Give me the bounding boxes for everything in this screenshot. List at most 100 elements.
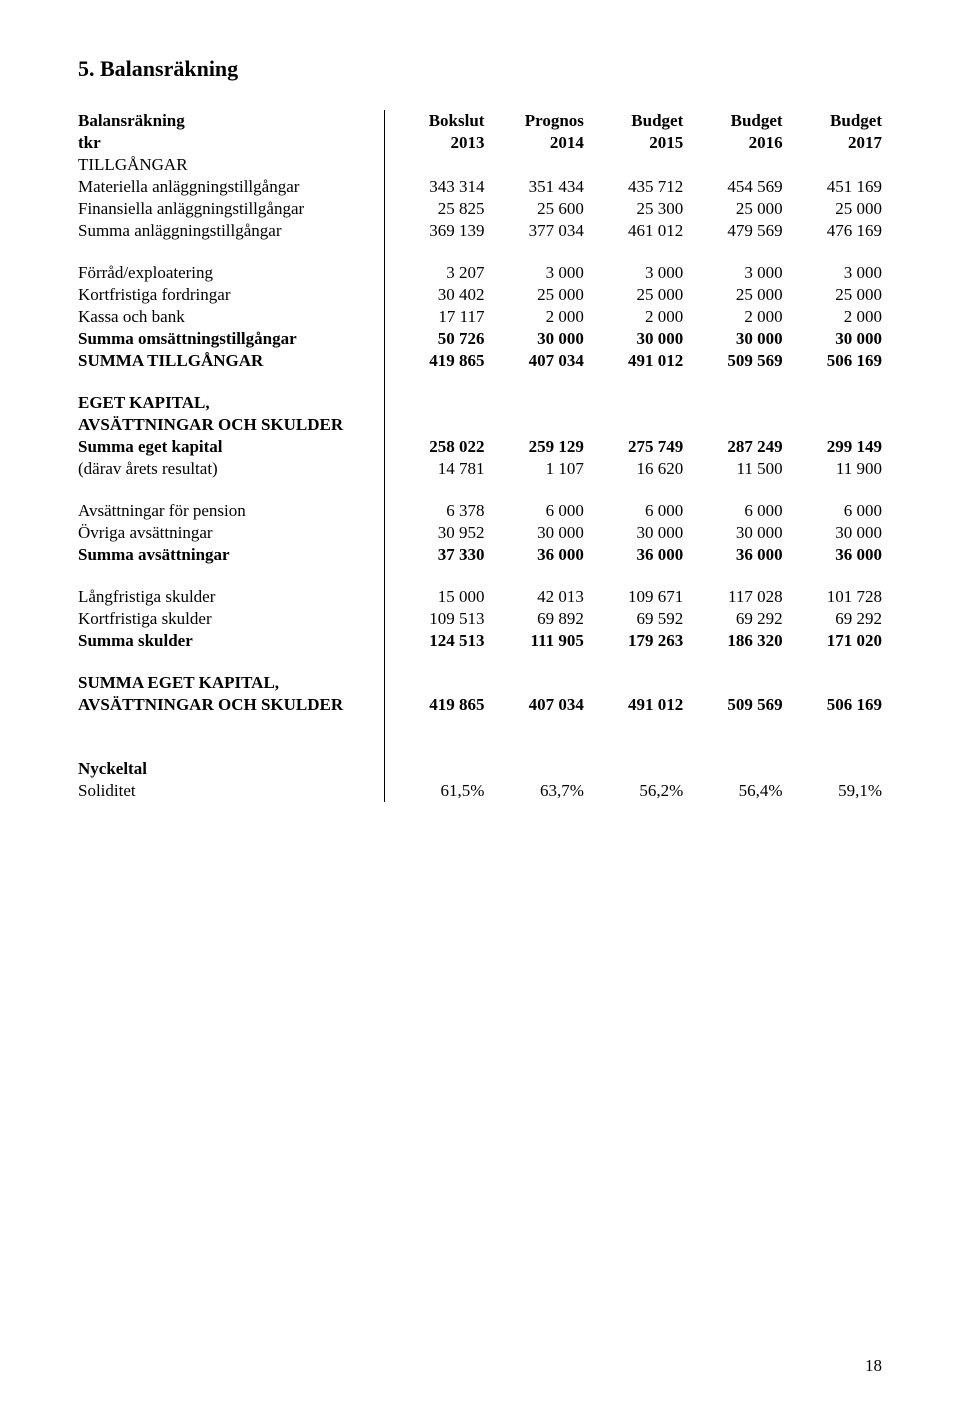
row-value: 25 000 [683, 198, 782, 220]
row-label: SUMMA TILLGÅNGAR [78, 350, 385, 372]
row-value: 491 012 [584, 350, 683, 372]
row-value: 3 000 [484, 262, 583, 284]
row-label: EGET KAPITAL, [78, 392, 385, 414]
col-5-year: 2017 [783, 132, 882, 154]
row-value: 25 000 [683, 284, 782, 306]
row-label: SUMMA EGET KAPITAL, [78, 672, 385, 694]
row-value: 30 402 [385, 284, 485, 306]
table-row: Soliditet 61,5% 63,7% 56,2% 56,4% 59,1% [78, 780, 882, 802]
col-1-name: Bokslut [385, 110, 485, 132]
row-value: 36 000 [783, 544, 882, 566]
row-label: Övriga avsättningar [78, 522, 385, 544]
row-label: Summa eget kapital [78, 436, 385, 458]
row-value: 476 169 [783, 220, 882, 242]
row-value: 56,4% [683, 780, 782, 802]
table-title-cell: Balansräkning [78, 110, 385, 132]
row-value: 17 117 [385, 306, 485, 328]
row-value: 25 300 [584, 198, 683, 220]
row-label: Nyckeltal [78, 758, 385, 780]
eget-kapital-heading-1: EGET KAPITAL, [78, 392, 882, 414]
row-value: 6 000 [783, 500, 882, 522]
row-value: 30 000 [484, 522, 583, 544]
col-3-year: 2015 [584, 132, 683, 154]
row-value: 11 500 [683, 458, 782, 480]
col-2-year: 2014 [484, 132, 583, 154]
row-label: AVSÄTTNINGAR OCH SKULDER [78, 694, 385, 716]
row-value: 491 012 [584, 694, 683, 716]
row-value: 36 000 [584, 544, 683, 566]
row-value: 30 000 [683, 522, 782, 544]
row-label: Avsättningar för pension [78, 500, 385, 522]
row-value: 30 000 [783, 328, 882, 350]
row-value: 25 000 [584, 284, 683, 306]
row-value: 37 330 [385, 544, 485, 566]
row-value: 36 000 [484, 544, 583, 566]
row-value: 30 000 [783, 522, 882, 544]
row-value: 69 292 [783, 608, 882, 630]
section-title: 5. Balansräkning [78, 56, 882, 82]
row-value: 109 671 [584, 586, 683, 608]
tkr-label: tkr [78, 132, 385, 154]
row-label: Summa avsättningar [78, 544, 385, 566]
row-value: 2 000 [584, 306, 683, 328]
table-row-bold: Summa eget kapital 258 022 259 129 275 7… [78, 436, 882, 458]
row-value: 179 263 [584, 630, 683, 652]
row-value: 25 000 [484, 284, 583, 306]
tillgangar-heading-row: TILLGÅNGAR [78, 154, 882, 176]
table-row: Långfristiga skulder 15 000 42 013 109 6… [78, 586, 882, 608]
row-label: AVSÄTTNINGAR OCH SKULDER [78, 414, 385, 436]
row-value: 2 000 [484, 306, 583, 328]
table-row-bold: SUMMA TILLGÅNGAR 419 865 407 034 491 012… [78, 350, 882, 372]
row-value: 11 900 [783, 458, 882, 480]
row-value: 171 020 [783, 630, 882, 652]
row-value: 186 320 [683, 630, 782, 652]
row-value: 258 022 [385, 436, 485, 458]
table-row: Övriga avsättningar 30 952 30 000 30 000… [78, 522, 882, 544]
row-label: Summa anläggningstillgångar [78, 220, 385, 242]
row-value: 287 249 [683, 436, 782, 458]
row-value: 377 034 [484, 220, 583, 242]
row-value: 506 169 [783, 694, 882, 716]
row-value: 259 129 [484, 436, 583, 458]
row-value: 61,5% [385, 780, 485, 802]
table-row: (därav årets resultat) 14 781 1 107 16 6… [78, 458, 882, 480]
row-value: 509 569 [683, 350, 782, 372]
row-value: 6 378 [385, 500, 485, 522]
row-value: 30 000 [484, 328, 583, 350]
row-value: 506 169 [783, 350, 882, 372]
row-value: 124 513 [385, 630, 485, 652]
row-value: 454 569 [683, 176, 782, 198]
table-row-bold: Summa avsättningar 37 330 36 000 36 000 … [78, 544, 882, 566]
table-row: Kassa och bank 17 117 2 000 2 000 2 000 … [78, 306, 882, 328]
row-value: 111 905 [484, 630, 583, 652]
col-1-year: 2013 [385, 132, 485, 154]
row-value: 63,7% [484, 780, 583, 802]
row-value: 3 000 [783, 262, 882, 284]
table-header-row-1: Balansräkning Bokslut Prognos Budget Bud… [78, 110, 882, 132]
tillgangar-heading: TILLGÅNGAR [78, 154, 385, 176]
row-value: 299 149 [783, 436, 882, 458]
row-value: 16 620 [584, 458, 683, 480]
row-value: 2 000 [683, 306, 782, 328]
row-value: 69 892 [484, 608, 583, 630]
row-value: 6 000 [484, 500, 583, 522]
table-row-bold: Summa skulder 124 513 111 905 179 263 18… [78, 630, 882, 652]
row-value: 42 013 [484, 586, 583, 608]
summa-eget-heading-1: SUMMA EGET KAPITAL, [78, 672, 882, 694]
table-row: Finansiella anläggningstillgångar 25 825… [78, 198, 882, 220]
row-label: Soliditet [78, 780, 385, 802]
nyckeltal-heading: Nyckeltal [78, 758, 882, 780]
row-label: Förråd/exploatering [78, 262, 385, 284]
table-row: Avsättningar för pension 6 378 6 000 6 0… [78, 500, 882, 522]
row-value: 69 292 [683, 608, 782, 630]
row-value: 69 592 [584, 608, 683, 630]
row-value: 343 314 [385, 176, 485, 198]
col-2-name: Prognos [484, 110, 583, 132]
col-4-name: Budget [683, 110, 782, 132]
row-label: Summa omsättningstillgångar [78, 328, 385, 350]
row-value: 56,2% [584, 780, 683, 802]
table-row: Kortfristiga skulder 109 513 69 892 69 5… [78, 608, 882, 630]
row-value: 59,1% [783, 780, 882, 802]
row-value: 25 000 [783, 284, 882, 306]
row-value: 14 781 [385, 458, 485, 480]
